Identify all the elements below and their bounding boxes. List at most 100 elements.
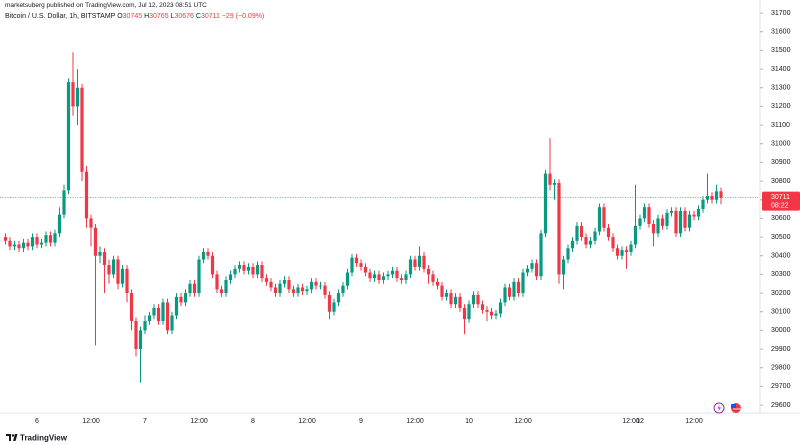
ohlc-letter: H	[144, 13, 150, 20]
candle-body	[386, 274, 390, 277]
candle-body	[507, 287, 512, 297]
candle-body	[471, 294, 476, 305]
candle-body	[12, 244, 17, 247]
candle-body	[624, 250, 629, 252]
y-tick-label: 29900	[771, 346, 791, 353]
candle-body	[363, 266, 368, 273]
legend-line: Bitcoin / U.S. Dollar, 1h, BITSTAMP O307…	[5, 11, 264, 22]
candle-body	[111, 259, 116, 275]
candle-body	[143, 321, 147, 331]
y-tick-label: 30900	[771, 159, 791, 166]
candle-body	[147, 315, 152, 322]
x-tick-label: 7	[143, 418, 147, 425]
candle-body	[404, 274, 408, 280]
candle-body	[233, 268, 237, 275]
candle-body	[84, 171, 89, 219]
candle-body	[314, 281, 318, 286]
candle-body	[458, 296, 462, 308]
candle-body	[399, 278, 404, 280]
candle-body	[125, 268, 129, 294]
candle-body	[156, 308, 161, 322]
last-price-box	[762, 191, 800, 211]
candle-body	[719, 191, 723, 198]
candle-body	[467, 304, 471, 320]
candle-body	[3, 237, 8, 241]
x-tick-label: 12:00	[685, 418, 703, 425]
x-tick-label: 10	[465, 418, 473, 425]
candle-body	[597, 207, 602, 232]
candle-body	[359, 263, 363, 267]
candle-body	[579, 225, 584, 238]
candle-body	[179, 296, 183, 303]
candle-body	[260, 265, 264, 279]
candle-body	[692, 214, 696, 217]
candle-body	[606, 227, 611, 238]
y-tick-label: 30200	[771, 290, 791, 297]
candle-body	[269, 281, 273, 288]
y-tick-label: 29700	[771, 383, 791, 390]
y-tick-label: 30800	[771, 178, 791, 185]
candle-body	[8, 240, 12, 247]
candle-body	[413, 259, 417, 267]
candle-body	[161, 302, 165, 322]
candle-body	[291, 289, 296, 294]
y-tick-label: 30100	[771, 309, 791, 316]
y-tick-label: 31200	[771, 103, 791, 110]
candle-body	[138, 330, 143, 350]
candle-body	[93, 227, 98, 256]
candle-body	[336, 293, 341, 303]
candle-body	[395, 270, 399, 279]
candle-body	[278, 283, 282, 294]
candle-body	[246, 266, 251, 271]
candle-body	[498, 302, 503, 314]
candle-body	[651, 224, 656, 234]
candle-body	[476, 294, 480, 305]
candle-body	[21, 242, 26, 249]
footer-logo	[6, 434, 18, 441]
candle-body	[116, 259, 120, 284]
candle-body	[98, 252, 102, 256]
candle-body	[552, 182, 557, 185]
countdown-label: 08:22	[771, 203, 789, 210]
candle-body	[66, 82, 71, 191]
candle-body	[152, 308, 156, 316]
y-tick-label: 30600	[771, 215, 791, 222]
candle-body	[237, 265, 242, 269]
candle-body	[165, 302, 170, 331]
candle-body	[557, 182, 561, 275]
candle-body	[345, 272, 350, 286]
candle-body	[197, 259, 201, 294]
candle-body	[584, 237, 588, 245]
candle-body	[264, 278, 269, 282]
y-tick-label: 30400	[771, 253, 791, 260]
candle-body	[530, 263, 534, 269]
candle-body	[224, 280, 228, 294]
y-tick-label: 29800	[771, 365, 791, 372]
candle-body	[431, 274, 435, 282]
candle-body	[305, 289, 309, 292]
close-value: 30711	[200, 13, 220, 20]
x-tick-label: 12:00	[406, 418, 424, 425]
candle-body	[183, 293, 188, 303]
candle-body	[57, 214, 62, 234]
candle-body	[656, 218, 660, 234]
candle-body	[714, 191, 719, 200]
symbol: Bitcoin / U.S. Dollar, 1h, BITSTAMP	[5, 13, 116, 20]
candle-body	[377, 274, 381, 280]
candle-body	[120, 268, 125, 284]
candle-body	[633, 225, 638, 245]
candle-body	[251, 266, 255, 275]
candle-body	[318, 285, 323, 287]
candle-body	[561, 259, 566, 275]
candle-body	[17, 244, 21, 249]
last-price-label: 30711	[771, 194, 790, 201]
candle-body	[228, 274, 233, 280]
candle-body	[611, 237, 615, 249]
x-tick-label: 9	[359, 418, 363, 425]
candle-body	[273, 287, 278, 294]
candle-body	[440, 285, 444, 297]
candle-body	[75, 87, 80, 107]
candle-body	[368, 272, 372, 279]
candle-body	[372, 274, 377, 279]
candle-body	[53, 233, 57, 243]
